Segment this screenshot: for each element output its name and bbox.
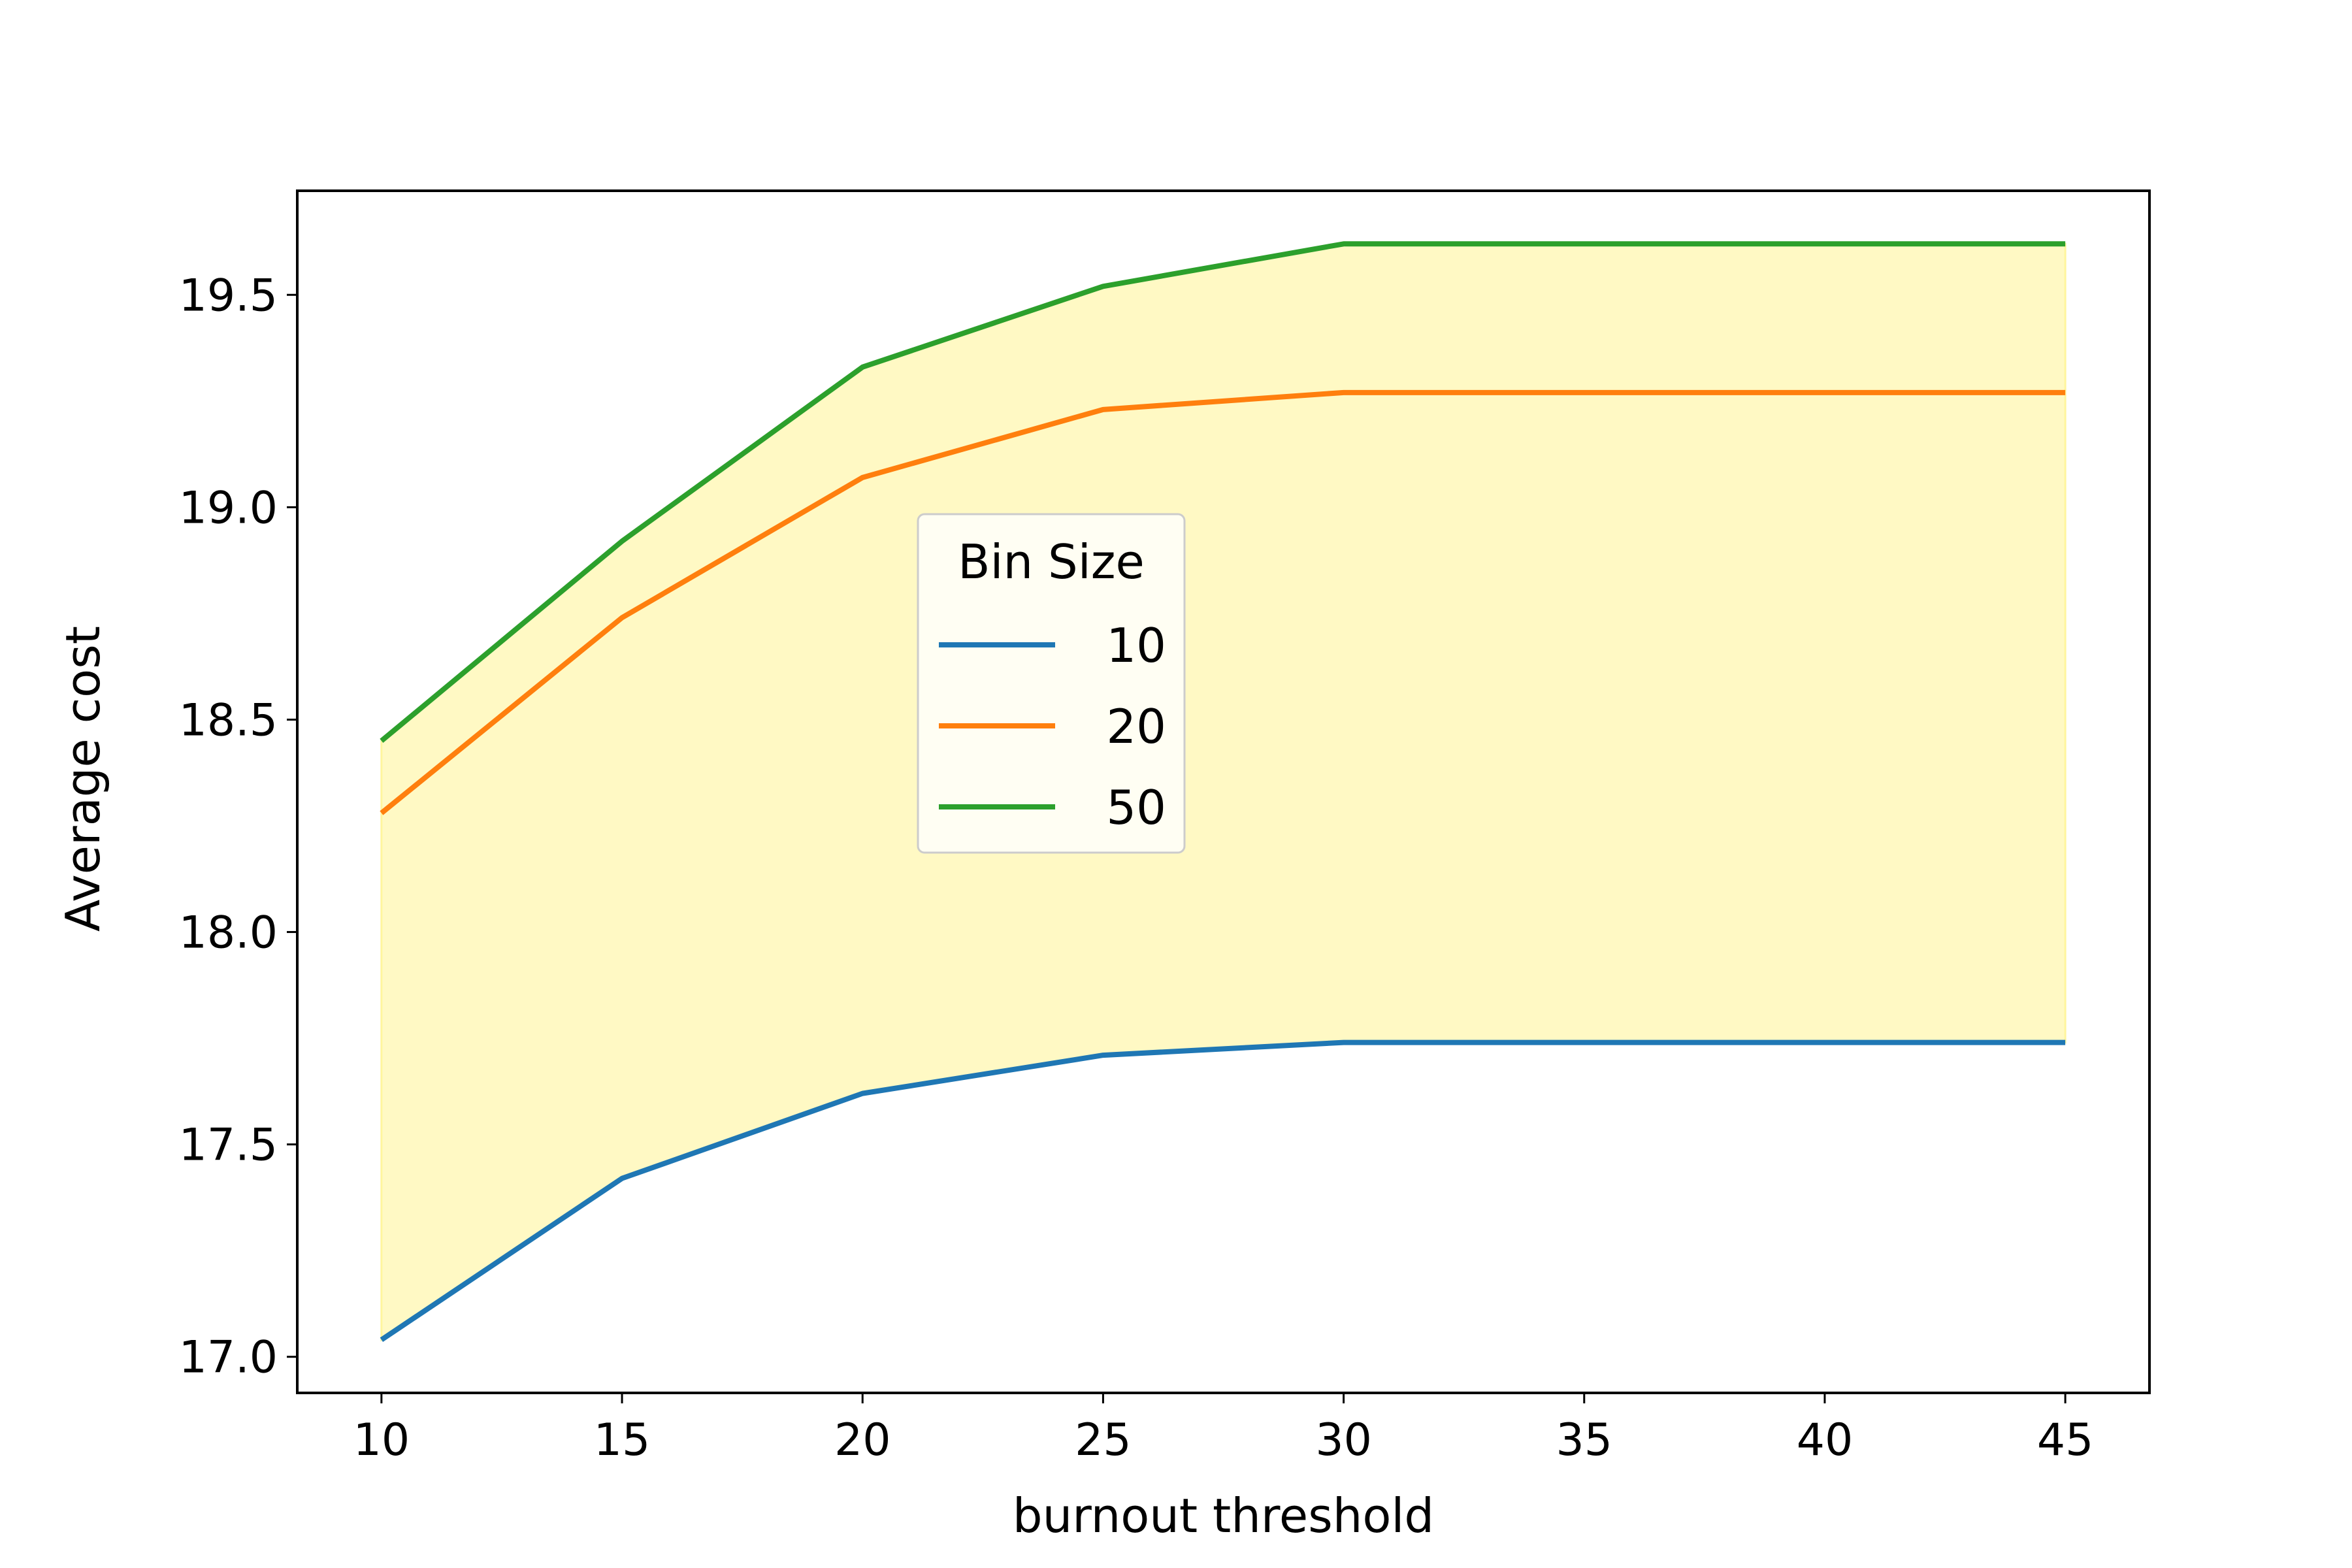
x-tick-label: 35 xyxy=(1556,1414,1613,1466)
x-tick-label: 25 xyxy=(1075,1414,1132,1466)
series-line-20 xyxy=(380,389,2066,815)
series-line-50 xyxy=(380,241,2066,743)
legend-label-10: 10 xyxy=(1106,618,1166,673)
legend-items: 10 20 50 xyxy=(939,618,1166,835)
y-tick-label: 18.0 xyxy=(179,907,278,959)
legend-label-50: 50 xyxy=(1106,780,1166,835)
x-tick-label: 45 xyxy=(2037,1414,2094,1466)
y-axis: 17.0 17.5 18.0 18.5 19.0 19.5 xyxy=(179,270,297,1384)
y-tick-label: 17.0 xyxy=(179,1332,278,1384)
y-tick-label: 17.5 xyxy=(179,1120,278,1171)
legend-title: Bin Size xyxy=(958,534,1145,589)
y-tick-label: 18.5 xyxy=(179,694,278,746)
y-axis-label: Average cost xyxy=(56,626,110,932)
x-axis: 10 15 20 25 30 35 40 45 xyxy=(353,1393,2094,1466)
y-tick-label: 19.5 xyxy=(179,270,278,321)
y-tick-label: 19.0 xyxy=(179,482,278,534)
x-tick-label: 30 xyxy=(1315,1414,1372,1466)
x-tick-label: 40 xyxy=(1797,1414,1854,1466)
x-tick-label: 20 xyxy=(834,1414,891,1466)
series-line-10 xyxy=(380,1039,2066,1343)
series-lines-layer xyxy=(380,241,2066,1343)
x-tick-label: 15 xyxy=(594,1414,651,1466)
plot-frame xyxy=(296,189,2151,1394)
x-tick-label: 10 xyxy=(353,1414,410,1466)
legend-box xyxy=(917,513,1186,854)
legend-label-20: 20 xyxy=(1106,699,1166,754)
x-axis-label: burnout threshold xyxy=(1013,1488,1434,1543)
legend: Bin Size 10 20 50 xyxy=(917,513,1186,854)
